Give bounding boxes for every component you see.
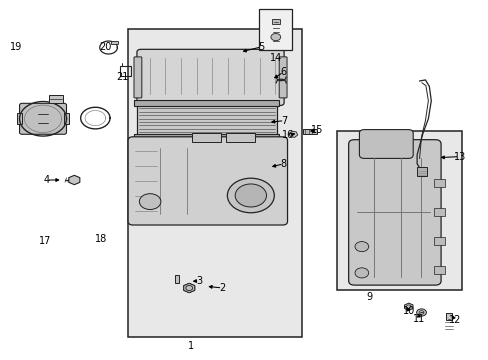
- Bar: [303, 129, 316, 134]
- FancyBboxPatch shape: [348, 140, 440, 285]
- Bar: [111, 41, 118, 44]
- Text: 6: 6: [280, 67, 286, 77]
- Text: 9: 9: [366, 292, 371, 302]
- Bar: [416, 167, 427, 176]
- Bar: [137, 105, 276, 135]
- FancyBboxPatch shape: [20, 103, 66, 134]
- Text: 3: 3: [196, 276, 202, 286]
- Text: 8: 8: [280, 159, 286, 169]
- Text: 18: 18: [95, 234, 107, 244]
- Bar: [337, 131, 461, 290]
- Circle shape: [354, 268, 368, 278]
- Text: 19: 19: [9, 42, 22, 52]
- Text: 16: 16: [282, 130, 294, 140]
- Text: 13: 13: [452, 152, 465, 162]
- FancyBboxPatch shape: [134, 57, 142, 98]
- Text: 15: 15: [310, 125, 323, 135]
- FancyBboxPatch shape: [137, 49, 284, 105]
- Bar: [17, 113, 22, 124]
- Circle shape: [416, 309, 426, 316]
- Text: 7: 7: [281, 116, 287, 126]
- Bar: [433, 208, 444, 216]
- Bar: [225, 133, 255, 142]
- Bar: [49, 95, 62, 103]
- Text: 12: 12: [447, 315, 460, 325]
- Bar: [259, 9, 292, 50]
- FancyBboxPatch shape: [359, 130, 412, 158]
- Bar: [120, 66, 130, 76]
- Bar: [174, 275, 179, 283]
- Text: 14: 14: [269, 53, 282, 63]
- Text: 4: 4: [43, 175, 49, 185]
- Bar: [128, 29, 301, 337]
- Text: 5: 5: [258, 42, 264, 52]
- Bar: [134, 134, 279, 141]
- Text: 10: 10: [402, 306, 414, 316]
- Text: 2: 2: [219, 283, 225, 293]
- Bar: [271, 19, 279, 24]
- Text: 17: 17: [39, 236, 52, 246]
- Bar: [433, 237, 444, 245]
- Circle shape: [270, 33, 280, 41]
- Circle shape: [227, 178, 274, 213]
- Text: 20: 20: [99, 42, 111, 52]
- Text: 1: 1: [187, 341, 193, 351]
- Bar: [445, 313, 451, 320]
- Bar: [433, 179, 444, 187]
- Bar: [433, 266, 444, 274]
- Text: 21: 21: [116, 72, 128, 82]
- Text: 11: 11: [412, 314, 425, 324]
- Bar: [191, 133, 221, 142]
- Bar: [64, 113, 69, 124]
- Circle shape: [235, 184, 266, 207]
- Circle shape: [139, 194, 161, 210]
- Circle shape: [354, 242, 368, 252]
- FancyBboxPatch shape: [279, 57, 286, 98]
- Bar: [134, 100, 279, 106]
- FancyBboxPatch shape: [128, 137, 287, 225]
